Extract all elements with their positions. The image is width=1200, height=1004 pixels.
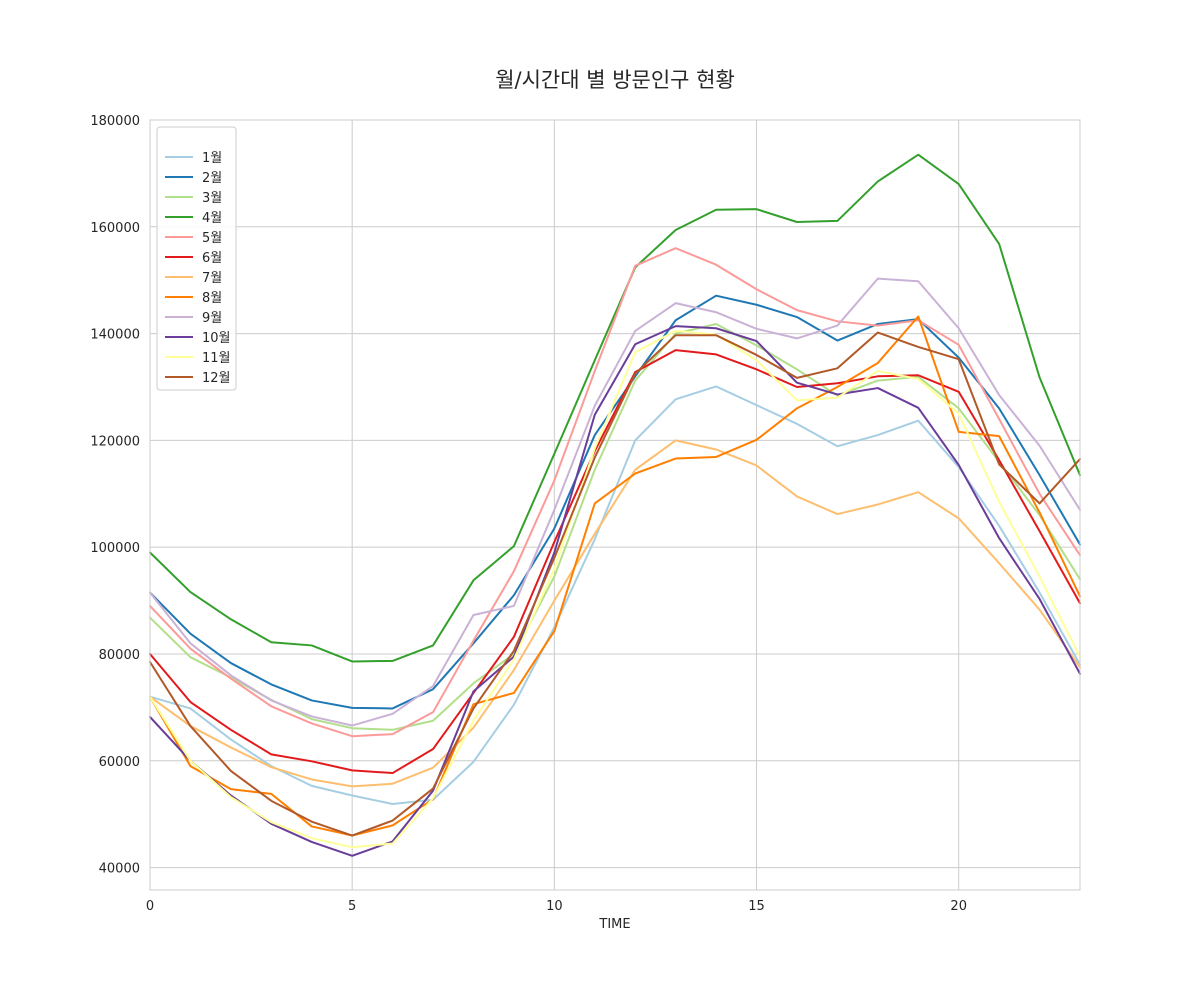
chart-title: 월/시간대 별 방문인구 현황 bbox=[495, 68, 735, 92]
series-line-1 bbox=[150, 386, 1080, 804]
legend-label: 10월 bbox=[202, 331, 231, 346]
x-tick-label: 5 bbox=[348, 899, 356, 914]
legend-label: 7월 bbox=[202, 271, 222, 286]
legend-label: 6월 bbox=[202, 251, 222, 266]
series-line-12 bbox=[150, 333, 1080, 836]
x-tick-label: 20 bbox=[950, 899, 967, 914]
series-line-11 bbox=[150, 331, 1080, 847]
y-tick-label: 100000 bbox=[90, 541, 140, 556]
legend-label: 12월 bbox=[202, 371, 231, 386]
x-tick-label: 15 bbox=[748, 899, 765, 914]
y-tick-label: 120000 bbox=[90, 434, 140, 449]
legend-label: 4월 bbox=[202, 211, 222, 226]
y-tick-label: 180000 bbox=[90, 114, 140, 129]
series-line-4 bbox=[150, 155, 1080, 662]
y-tick-label: 80000 bbox=[99, 648, 140, 663]
legend-label: 3월 bbox=[202, 191, 222, 206]
legend-label: 5월 bbox=[202, 231, 222, 246]
series-lines bbox=[150, 155, 1080, 856]
legend-label: 9월 bbox=[202, 311, 222, 326]
y-tick-label: 160000 bbox=[90, 221, 140, 236]
legend-label: 11월 bbox=[202, 351, 231, 366]
y-tick-label: 40000 bbox=[99, 862, 140, 877]
x-axis-label: TIME bbox=[598, 917, 630, 932]
legend-label: 8월 bbox=[202, 291, 222, 306]
legend-label: 2월 bbox=[202, 171, 222, 186]
legend: 1월 2월 3월 4월 5월 6월 7월 8월 9월 10월 11월 12월 bbox=[157, 127, 236, 390]
legend-label: 1월 bbox=[202, 151, 222, 166]
x-tick-label: 0 bbox=[146, 899, 154, 914]
y-tick-label: 60000 bbox=[99, 755, 140, 770]
y-tick-label: 140000 bbox=[90, 328, 140, 343]
x-tick-label: 10 bbox=[546, 899, 563, 914]
